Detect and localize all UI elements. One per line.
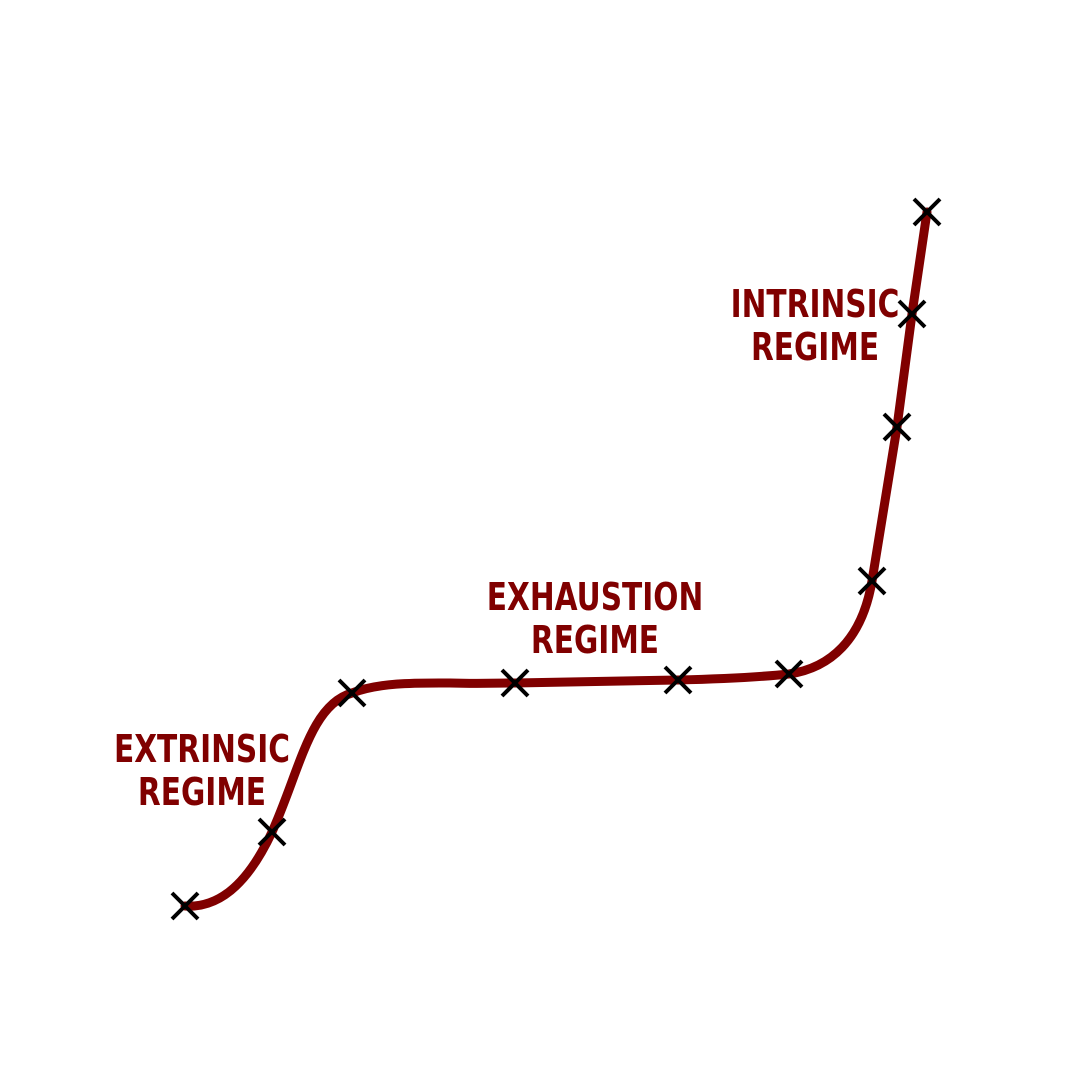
cross-marker-2 (257, 817, 287, 847)
exhaustion-regime-label: EXHAUSTION REGIME (487, 575, 704, 663)
markers-group (170, 197, 942, 921)
intrinsic-label-line-1: INTRINSIC (731, 282, 900, 327)
exhaustion-label-line-2: REGIME (531, 618, 659, 663)
cross-marker-7 (857, 566, 887, 596)
cross-marker-8 (882, 412, 912, 442)
intrinsic-regime-label: INTRINSIC REGIME (731, 282, 900, 370)
cross-marker-4 (500, 668, 530, 698)
cross-marker-9 (897, 299, 927, 329)
cross-marker-10 (912, 197, 942, 227)
exhaustion-label-line-1: EXHAUSTION (487, 575, 704, 620)
cross-marker-1 (170, 891, 200, 921)
cross-marker-5 (663, 665, 693, 695)
extrinsic-label-line-2: REGIME (138, 770, 266, 815)
intrinsic-label-line-2: REGIME (751, 325, 879, 370)
cross-marker-6 (774, 659, 804, 689)
extrinsic-label-line-1: EXTRINSIC (114, 727, 290, 772)
extrinsic-regime-label: EXTRINSIC REGIME (114, 727, 290, 815)
cross-marker-3 (337, 678, 367, 708)
